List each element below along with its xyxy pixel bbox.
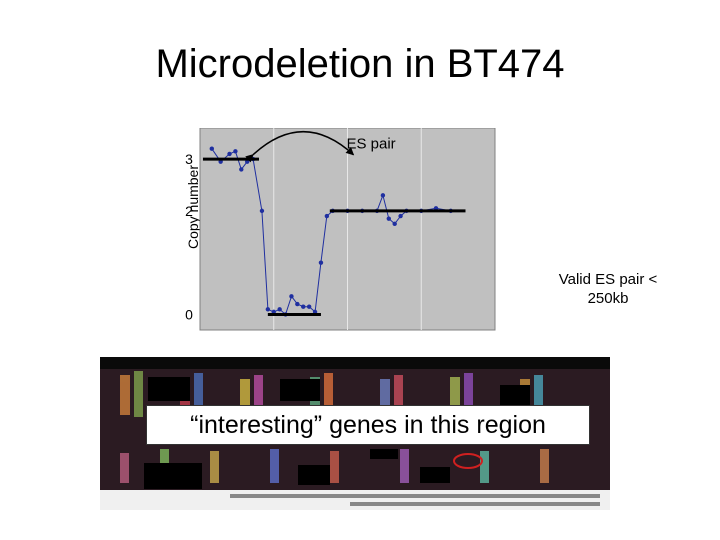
y-tick-label-0: 3 xyxy=(185,151,193,167)
genes-callout: “interesting” genes in this region xyxy=(146,405,590,445)
data-point-12 xyxy=(289,294,294,299)
data-point-10 xyxy=(277,307,282,312)
data-point-13 xyxy=(295,301,300,307)
data-point-18 xyxy=(324,213,330,219)
annotation-0: ES pair xyxy=(346,136,395,153)
y-tick-label-1: 2 xyxy=(185,203,193,219)
es-pair-arc xyxy=(245,130,355,163)
side-note: Valid ES pair < 250kb xyxy=(558,271,658,307)
data-point-14 xyxy=(301,304,306,309)
copy-number-chart: 3 2 0 ES pair≈ 600kb xyxy=(185,128,496,331)
data-point-3 xyxy=(233,149,238,154)
annotations: ES pair≈ 600kb xyxy=(245,130,396,163)
y-tick-label-2: 0 xyxy=(185,306,193,322)
data-point-2 xyxy=(227,151,232,157)
data-point-4 xyxy=(239,167,244,172)
karyotype-photo: “interesting” genes in this region xyxy=(100,357,610,510)
slide-title: Microdeletion in BT474 xyxy=(155,42,565,86)
data-point-24 xyxy=(386,216,391,221)
y-ticks: 3 2 0 xyxy=(185,151,193,322)
data-point-23 xyxy=(380,193,386,198)
data-point-26 xyxy=(398,213,403,219)
data-point-15 xyxy=(306,304,312,309)
data-point-25 xyxy=(392,221,397,227)
data-point-8 xyxy=(265,307,271,312)
data-point-0 xyxy=(209,146,214,151)
data-point-17 xyxy=(318,260,324,265)
data-point-7 xyxy=(259,208,265,214)
